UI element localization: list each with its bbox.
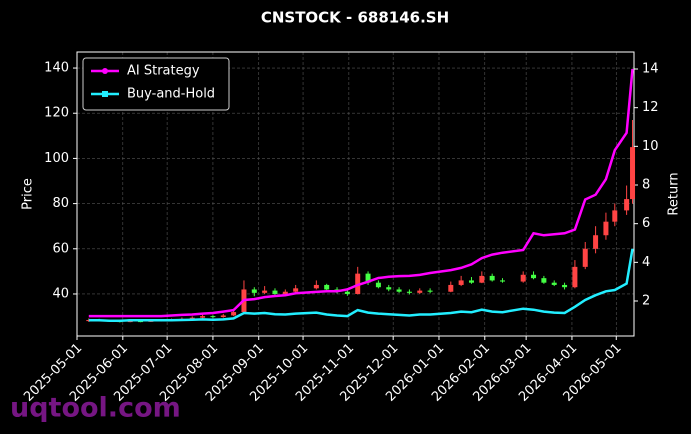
candle-body bbox=[489, 275, 495, 281]
y2-tick-label: 10 bbox=[642, 139, 659, 154]
candle-body bbox=[262, 290, 268, 293]
legend-marker bbox=[102, 68, 108, 74]
return-line bbox=[88, 248, 634, 322]
y2-tick-label: 14 bbox=[642, 62, 659, 77]
candle-body bbox=[365, 273, 371, 283]
y-tick-label: 100 bbox=[44, 151, 69, 166]
candle-body bbox=[406, 291, 412, 293]
candle-body bbox=[562, 284, 568, 288]
candle-body bbox=[500, 280, 506, 282]
candle-body bbox=[324, 284, 330, 290]
candle-body bbox=[200, 316, 206, 318]
candle-body bbox=[138, 321, 144, 323]
y-tick-label: 40 bbox=[52, 286, 69, 301]
candle-body bbox=[612, 210, 618, 222]
candle-body bbox=[386, 287, 392, 290]
candle-body bbox=[220, 315, 226, 318]
return-line bbox=[88, 68, 634, 318]
y2-tick-label: 12 bbox=[642, 100, 659, 115]
candle-body bbox=[479, 275, 485, 283]
y2-axis-label: Return bbox=[667, 172, 682, 215]
legend-label: Buy-and-Hold bbox=[127, 87, 215, 102]
candle-body bbox=[417, 290, 423, 293]
legend-marker bbox=[102, 91, 108, 97]
candle-body bbox=[572, 266, 578, 288]
candle-body bbox=[231, 312, 237, 316]
candle-body bbox=[531, 274, 537, 279]
candle-body bbox=[593, 235, 599, 249]
candle-body bbox=[551, 282, 557, 285]
candle-body bbox=[127, 321, 133, 323]
candle-body bbox=[630, 147, 636, 200]
candle-body bbox=[582, 248, 588, 267]
candle-body bbox=[344, 291, 350, 294]
y2-tick-label: 8 bbox=[642, 178, 650, 193]
candle-body bbox=[458, 280, 464, 285]
candle-body bbox=[396, 289, 402, 292]
candle-body bbox=[282, 291, 288, 294]
y-tick-label: 60 bbox=[52, 241, 69, 256]
candle-body bbox=[313, 284, 319, 289]
candle-body bbox=[210, 316, 216, 318]
candle-body bbox=[375, 282, 381, 288]
candle-body bbox=[251, 289, 257, 293]
candle-body bbox=[624, 199, 630, 211]
legend-label: AI Strategy bbox=[127, 64, 200, 79]
candle-body bbox=[427, 290, 433, 292]
y-tick-label: 120 bbox=[44, 106, 69, 121]
watermark: uqtool.com bbox=[10, 393, 181, 424]
chart-title: CNSTOCK - 688146.SH bbox=[261, 9, 449, 27]
y-tick-label: 80 bbox=[52, 196, 69, 211]
candle-body bbox=[448, 284, 454, 292]
candle-body bbox=[272, 290, 278, 294]
legend-box bbox=[82, 57, 230, 111]
candle-body bbox=[541, 278, 547, 283]
y-axis-label: Price bbox=[21, 178, 36, 210]
candle-body bbox=[603, 221, 609, 236]
candle-body bbox=[520, 274, 526, 282]
candle-body bbox=[189, 317, 195, 319]
y2-tick-label: 4 bbox=[642, 255, 650, 270]
y-tick-label: 140 bbox=[44, 61, 69, 76]
y2-tick-label: 2 bbox=[642, 294, 650, 309]
candle-body bbox=[468, 280, 474, 283]
candle-body bbox=[293, 288, 299, 292]
y2-tick-label: 6 bbox=[642, 216, 650, 231]
